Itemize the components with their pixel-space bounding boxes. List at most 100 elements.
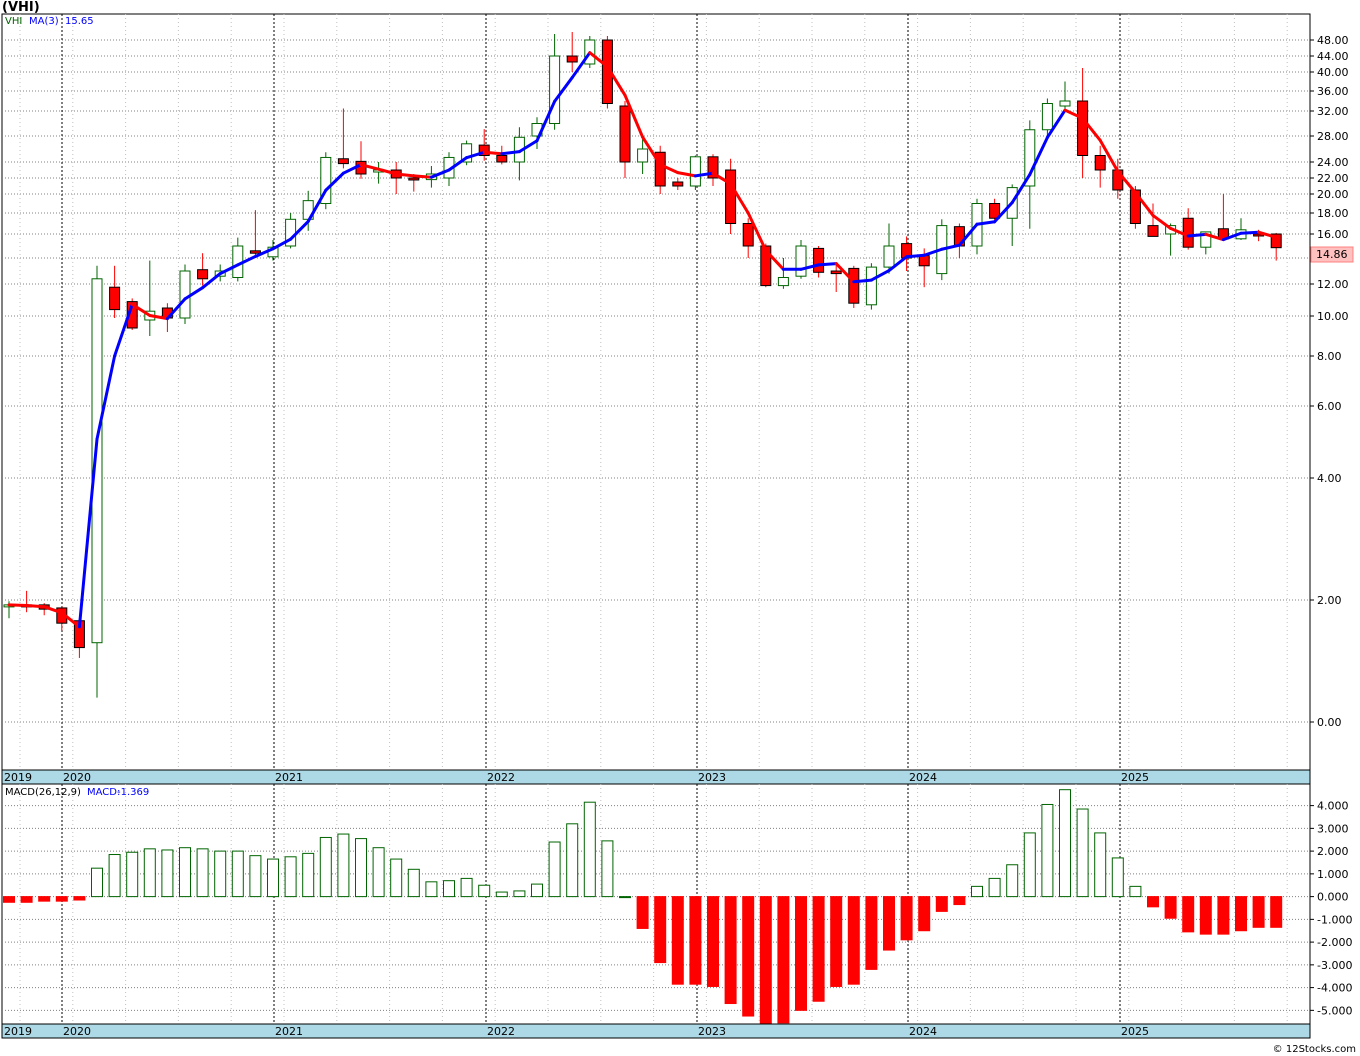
price-tick-label: 6.00 <box>1317 400 1342 413</box>
ma-segment <box>1204 232 1225 242</box>
macd-bar <box>249 855 262 898</box>
macd-bar <box>1023 832 1036 898</box>
ma-segment <box>60 611 81 629</box>
moving-average-line <box>7 51 1278 629</box>
macd-bar <box>372 847 385 898</box>
candle-body <box>989 203 1001 219</box>
candle <box>566 32 578 72</box>
macd-bar <box>671 896 684 985</box>
candle <box>549 34 561 130</box>
macd-bar <box>1094 832 1107 898</box>
ma-segment <box>993 201 1014 224</box>
candle-body <box>918 255 930 267</box>
year-label: 2019 <box>4 771 32 784</box>
price-tick-label: 10.00 <box>1317 310 1349 323</box>
macd-bar <box>460 877 473 898</box>
ma-segment <box>324 171 345 192</box>
macd-bar <box>583 801 596 898</box>
candle <box>777 258 789 289</box>
ma-segment <box>429 168 451 179</box>
ma-segment <box>887 255 909 273</box>
ma-segment <box>922 247 944 257</box>
candle <box>1147 203 1159 237</box>
ma-segment <box>7 603 29 607</box>
candle-body <box>249 250 261 254</box>
macd-bar <box>900 896 913 941</box>
ma-segment <box>253 247 275 258</box>
last-price-tag-box <box>1310 246 1354 263</box>
macd-bar <box>513 890 526 898</box>
candle-body <box>1059 100 1071 107</box>
year-label: 2023 <box>698 771 726 784</box>
macd-bar <box>566 823 579 898</box>
macd-bar <box>1041 803 1054 898</box>
candle <box>689 155 701 190</box>
price-tick-label: 20.00 <box>1317 188 1349 201</box>
candle-body <box>197 269 209 280</box>
price-grid <box>2 14 1310 770</box>
price-tick-label: 0.00 <box>1317 716 1342 729</box>
macd-bar <box>495 891 508 898</box>
ma-segment <box>77 437 99 629</box>
macd-bar <box>1217 896 1230 935</box>
candle-body <box>1147 225 1159 237</box>
macd-bar <box>548 841 561 898</box>
macd-bar <box>636 896 649 929</box>
candle-body <box>408 177 420 181</box>
candle <box>672 178 684 190</box>
macd-bar <box>1059 789 1071 898</box>
ma-segment <box>1133 191 1155 217</box>
macd-bar <box>443 880 455 898</box>
candle-body <box>725 169 737 224</box>
ma-segment <box>377 167 398 176</box>
ma-segment <box>165 297 187 321</box>
ma-segment <box>1239 230 1261 235</box>
macd-bar <box>689 896 702 985</box>
candle <box>249 210 261 258</box>
ma-segment <box>1169 226 1190 238</box>
macd-bar <box>759 896 772 1025</box>
macd-legend: MACD: <box>87 787 120 798</box>
ma-segment <box>341 163 363 175</box>
ma-segment <box>1257 230 1278 239</box>
macd-bar <box>1235 896 1247 932</box>
candle-body <box>619 105 631 163</box>
ma-segment <box>1010 173 1032 205</box>
candle-body <box>1200 231 1212 248</box>
macd-bar <box>953 896 966 906</box>
candle <box>654 145 666 194</box>
macd-bar <box>20 896 33 903</box>
candle-body <box>795 245 807 277</box>
macd-bar <box>847 896 860 985</box>
macd-bar <box>918 896 931 932</box>
macd-bar <box>1164 896 1177 919</box>
ma-segment <box>183 286 205 301</box>
macd-bar <box>971 885 983 898</box>
price-tick-label: 22.00 <box>1317 172 1349 185</box>
ma-segment <box>465 150 486 160</box>
macd-bar <box>143 848 156 898</box>
candle-body <box>1024 129 1036 187</box>
ma-segment <box>693 171 715 178</box>
macd-y-axis: -5.000 -4.000 -3.000 -2.000 -1.000 0.000 1.000… <box>1310 800 1352 1017</box>
candle <box>109 265 121 318</box>
price-tick-label: 4.00 <box>1317 472 1342 485</box>
ma-segment <box>869 269 891 282</box>
price-tick-label: 32.00 <box>1317 105 1349 118</box>
ma-segment <box>553 76 574 103</box>
candle <box>883 223 895 274</box>
candle <box>1077 68 1089 178</box>
macd-bar <box>73 896 86 901</box>
candle <box>601 36 613 109</box>
macd-tick-label: -5.000 <box>1317 1004 1352 1017</box>
year-label: 2020 <box>63 771 91 784</box>
ma-segment <box>306 188 328 223</box>
macd-bar <box>830 896 843 987</box>
ma-segment <box>817 262 838 267</box>
ma-segment <box>130 302 152 318</box>
macd-tick-label: 4.000 <box>1317 800 1349 813</box>
candle-body <box>1094 155 1106 171</box>
ma-segment <box>957 222 979 247</box>
macd-bar <box>319 836 332 898</box>
candle-body <box>461 143 473 163</box>
